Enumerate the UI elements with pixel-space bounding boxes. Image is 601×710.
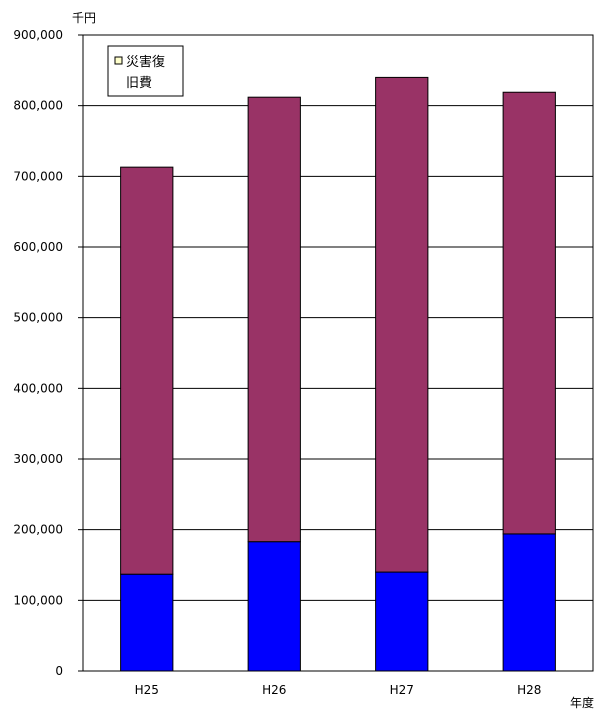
bar-H28-series-1 bbox=[502, 533, 556, 672]
bar-H25-series-2 bbox=[120, 166, 174, 575]
legend-box bbox=[107, 45, 184, 97]
bar-H28-series-2 bbox=[502, 91, 556, 535]
x-tick-label: H25 bbox=[135, 683, 159, 697]
y-axis-unit: 千円 bbox=[72, 11, 96, 25]
bars bbox=[120, 76, 556, 672]
y-tick-labels: 0 100,000 200,000 300,000 400,000 500,000 600,… bbox=[13, 28, 63, 678]
x-tick-labels: H25 H26 H27 H28 bbox=[135, 683, 542, 697]
x-tick-label: H26 bbox=[262, 683, 286, 697]
bar-H26-series-2 bbox=[247, 96, 301, 543]
legend-swatch bbox=[114, 56, 123, 65]
y-tick-label: 400,000 bbox=[13, 381, 63, 395]
y-tick-label: 600,000 bbox=[13, 240, 63, 254]
y-tick-label: 0 bbox=[55, 664, 63, 678]
legend-label-line-2: 旧費 bbox=[126, 76, 152, 91]
bar-H25-series-1 bbox=[120, 573, 174, 672]
x-tick-label: H28 bbox=[517, 683, 541, 697]
y-tick-label: 500,000 bbox=[13, 311, 63, 325]
y-tick-label: 800,000 bbox=[13, 99, 63, 113]
legend: 災害復 旧費 bbox=[107, 45, 184, 97]
y-tick-label: 100,000 bbox=[13, 593, 63, 607]
y-tick-label: 200,000 bbox=[13, 523, 63, 537]
x-tick-label: H27 bbox=[390, 683, 414, 697]
bar-H27-series-2 bbox=[375, 76, 429, 573]
y-tick-label: 700,000 bbox=[13, 169, 63, 183]
plot-frame bbox=[82, 34, 594, 672]
bar-H27-series-1 bbox=[375, 571, 429, 672]
legend-label-line-1: 災害復 bbox=[126, 54, 165, 70]
y-tick-label: 900,000 bbox=[13, 28, 63, 42]
y-tick-label: 300,000 bbox=[13, 452, 63, 466]
bar-H26-series-1 bbox=[247, 541, 301, 672]
x-axis-unit: 年度 bbox=[570, 695, 594, 710]
